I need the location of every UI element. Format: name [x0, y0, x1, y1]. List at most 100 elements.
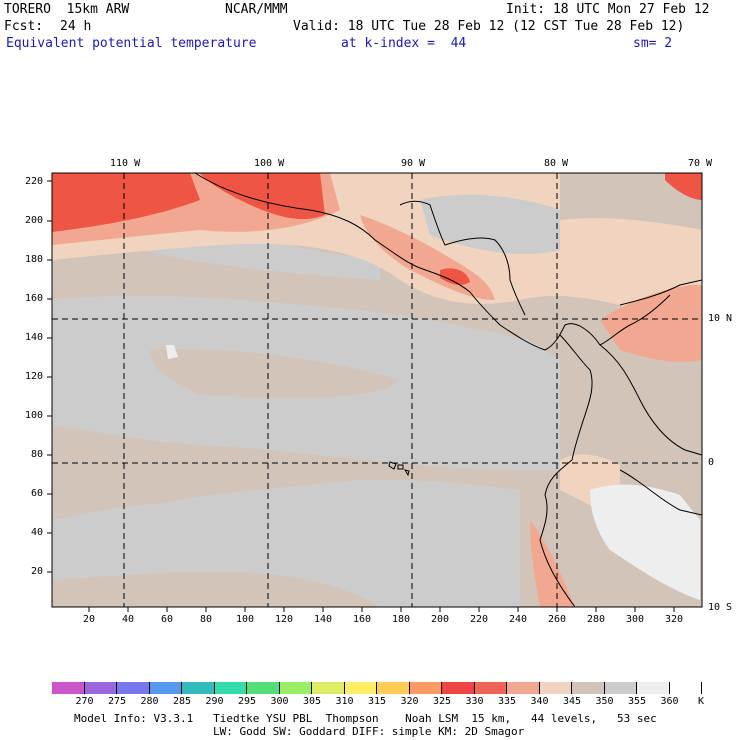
colorbar-tick-label: 355: [628, 696, 647, 707]
map-frame: [51, 172, 703, 608]
colorbar-tick-label: 280: [140, 696, 159, 707]
colorbar-tick-label: 350: [595, 696, 614, 707]
field-gray-gulf: [420, 194, 560, 255]
south-america-coast: [539, 334, 593, 608]
colorbar-swatch: [279, 682, 312, 694]
colorbar-tick-label: 275: [108, 696, 127, 707]
peru-border: [619, 469, 703, 516]
colorbar-swatch: [182, 682, 215, 694]
field-gray-band-south: [52, 479, 520, 607]
andes-border: [599, 344, 703, 456]
grid-y-100: 100: [25, 410, 44, 421]
grid-x-320: 320: [665, 614, 684, 625]
grid-x-40: 40: [122, 614, 135, 625]
latlon-grid: [52, 173, 702, 607]
colorbar-swatch: [637, 682, 670, 694]
lon-label-100w: 100 W: [254, 158, 285, 169]
field-tan-caribbean: [560, 173, 702, 230]
colorbar-tick-label: 360: [660, 696, 679, 707]
axis-ticks: [47, 180, 675, 612]
lat-label-10n: 10 N: [708, 313, 733, 324]
colorbar-swatch: [539, 682, 572, 694]
theta-e-field: [52, 173, 702, 607]
colorbar-tick-label: 340: [530, 696, 549, 707]
lon-label-70w: 70 W: [688, 158, 713, 169]
grid-x-300: 300: [626, 614, 645, 625]
model-info: Model Info: V3.3.1 Tiedtke YSU PBL Thomp…: [74, 712, 657, 725]
grid-y-120: 120: [25, 371, 44, 382]
grid-x-200: 200: [431, 614, 450, 625]
colorbar: [52, 682, 702, 694]
colorbar-tick-label: 345: [563, 696, 582, 707]
field-salmon-venezuela: [600, 285, 702, 362]
colorbar-swatch: [409, 682, 442, 694]
grid-x-20: 20: [83, 614, 96, 625]
init-time: Init: 18 UTC Mon 27 Feb 12: [506, 2, 710, 17]
grid-x-240: 240: [509, 614, 528, 625]
grid-x-80: 80: [200, 614, 213, 625]
forecast-label: Fcst:: [4, 19, 44, 34]
field-white-speck: [166, 345, 178, 359]
grid-y-160: 160: [25, 293, 44, 304]
colorbar-swatch: [52, 682, 85, 694]
grid-y-200: 200: [25, 215, 44, 226]
field-name: Equivalent potential temperature: [6, 36, 257, 51]
colorbar-tick-label: 315: [368, 696, 387, 707]
field-red-nw: [52, 173, 200, 232]
grid-x-260: 260: [548, 614, 567, 625]
grid-x-120: 120: [275, 614, 294, 625]
colorbar-swatch: [442, 682, 475, 694]
grid-x-140: 140: [314, 614, 333, 625]
grid-x-280: 280: [587, 614, 606, 625]
grid-y-80: 80: [31, 449, 44, 460]
colorbar-tick-label: 310: [335, 696, 354, 707]
field-white-highlands: [590, 484, 700, 600]
colorbar-tick-label: 320: [400, 696, 419, 707]
org-label: NCAR/MMM: [225, 2, 288, 17]
lon-label-80w: 80 W: [544, 158, 569, 169]
colorbar-tick-label: 335: [498, 696, 517, 707]
colorbar-swatch: [604, 682, 637, 694]
venezuela-coast: [619, 279, 703, 306]
colorbar-tick-label: 295: [238, 696, 257, 707]
colorbar-swatch: [572, 682, 605, 694]
lat-label-10s: 10 S: [708, 602, 733, 613]
colorbar-unit: K: [698, 696, 705, 707]
smoothing-info: sm= 2: [633, 36, 673, 51]
colorbar-swatch: [214, 682, 247, 694]
colorbar-swatch: [344, 682, 377, 694]
model-title: TORERO 15km ARW: [4, 2, 130, 17]
physics-info: LW: Godd SW: Goddard DIFF: simple KM: 2D…: [213, 725, 525, 738]
lon-label-110w: 110 W: [110, 158, 141, 169]
grid-x-220: 220: [470, 614, 489, 625]
colorbar-swatch: [312, 682, 345, 694]
grid-y-60: 60: [31, 488, 44, 499]
colorbar-swatch: [84, 682, 117, 694]
colorbar-tick-label: 300: [270, 696, 289, 707]
level-info: at k-index = 44: [341, 36, 467, 51]
grid-y-220: 220: [25, 176, 44, 187]
lon-label-90w: 90 W: [401, 158, 426, 169]
grid-y-20: 20: [31, 566, 44, 577]
lat-label-0: 0: [708, 457, 715, 468]
grid-x-60: 60: [161, 614, 174, 625]
colorbar-tick-label: 290: [205, 696, 224, 707]
grid-y-140: 140: [25, 332, 44, 343]
valid-time: Valid: 18 UTC Tue 28 Feb 12 (12 CST Tue …: [293, 19, 685, 34]
colorbar-tick-label: 330: [465, 696, 484, 707]
grid-y-180: 180: [25, 254, 44, 265]
field-tan-tongue: [52, 440, 240, 507]
field-red-elsalvador: [440, 268, 470, 285]
colorbar-tick-label: 325: [433, 696, 452, 707]
colorbar-swatch: [669, 682, 702, 694]
field-salmon-peru: [530, 520, 575, 607]
colorbar-swatch: [474, 682, 507, 694]
colorbar-tick-label: 285: [173, 696, 192, 707]
forecast-hours: 24 h: [60, 19, 92, 34]
colorbar-swatch: [247, 682, 280, 694]
gulf-coastline: [399, 200, 526, 316]
colorbar-swatch: [377, 682, 410, 694]
grid-x-100: 100: [236, 614, 255, 625]
colorbar-tick-label: 270: [75, 696, 94, 707]
